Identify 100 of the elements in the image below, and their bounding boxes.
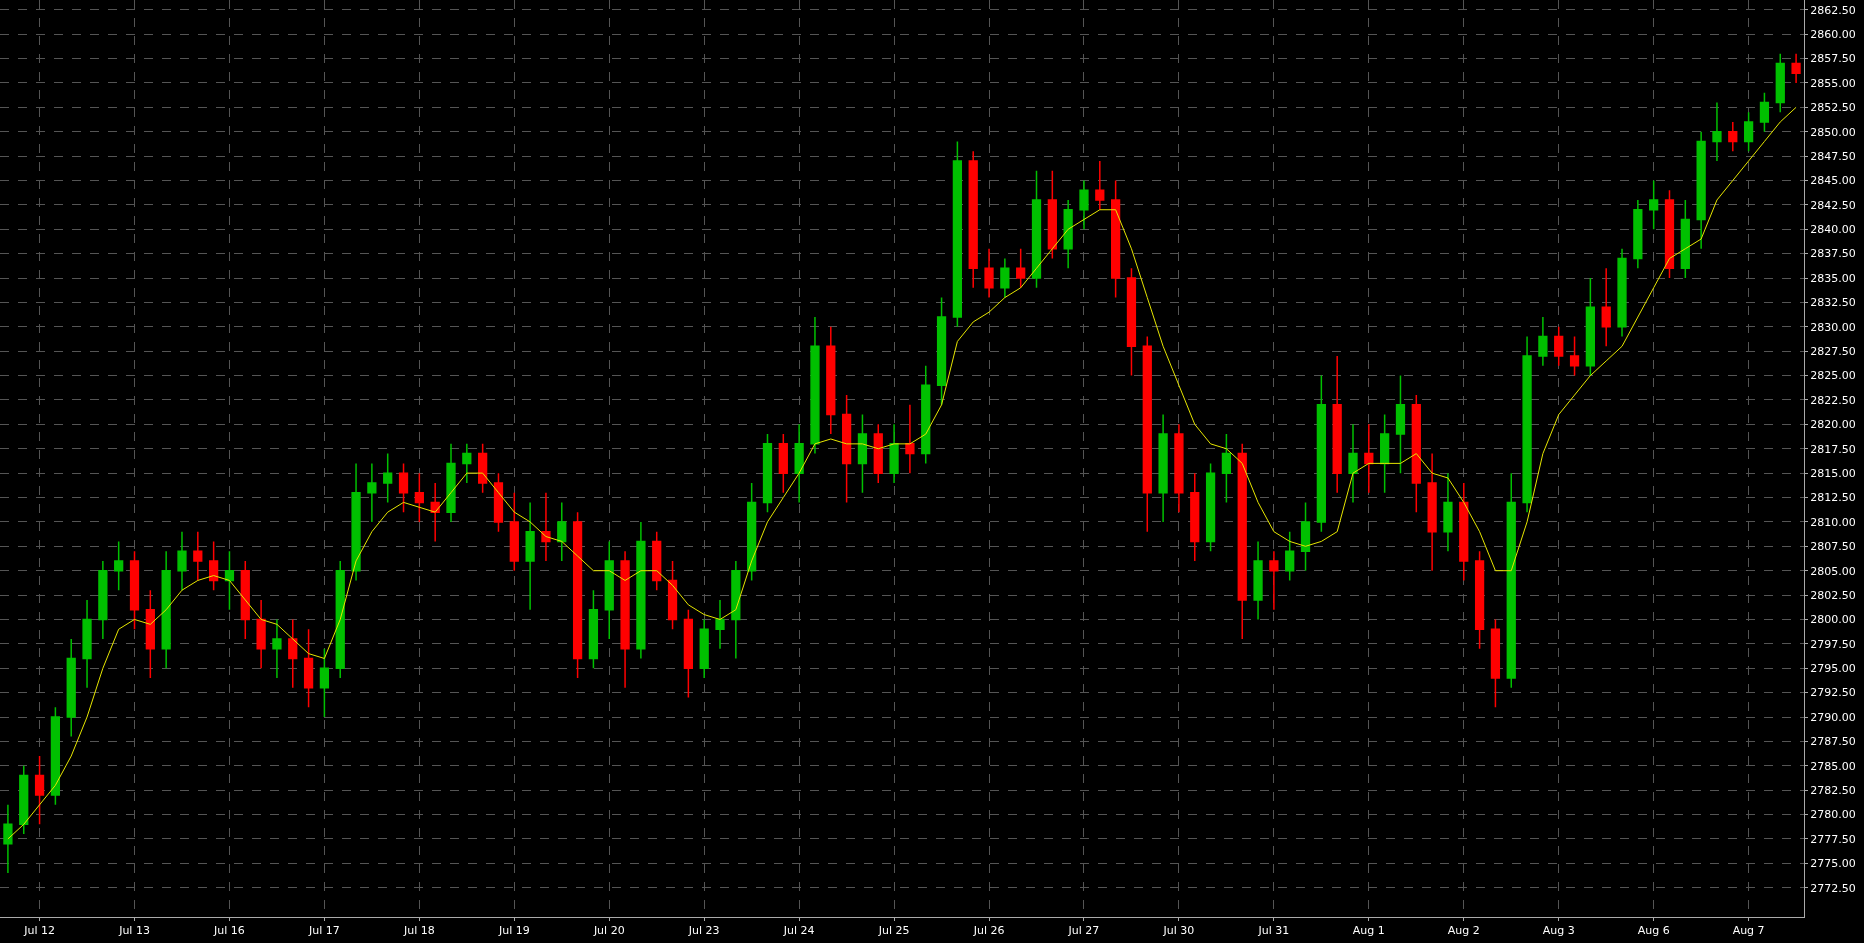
y-tick-label: 2787.50 (1810, 735, 1856, 749)
candlestick (873, 423, 883, 484)
candlestick (351, 462, 361, 582)
candlestick (1664, 189, 1675, 279)
y-tick-label: 2782.50 (1810, 784, 1856, 798)
candlestick (272, 618, 282, 679)
candlestick (1205, 462, 1216, 552)
candlestick (1332, 355, 1342, 494)
candlestick (1269, 550, 1279, 611)
candlestick (810, 316, 820, 455)
x-tick-label: Jul 19 (497, 924, 530, 938)
candlestick (857, 413, 868, 494)
candlestick (747, 482, 757, 582)
candlestick (683, 608, 693, 699)
x-tick-label: Jul 20 (592, 924, 625, 938)
y-tick-label: 2772.50 (1810, 881, 1856, 895)
candlestick (240, 560, 250, 640)
y-tick-label: 2797.50 (1810, 637, 1856, 651)
candlestick (1601, 267, 1611, 348)
y-tick-label: 2842.50 (1810, 198, 1856, 212)
candlestick (1569, 335, 1580, 377)
candlestick (1696, 130, 1706, 250)
y-tick-label: 2802.50 (1810, 588, 1856, 602)
x-tick-label: Jul 25 (877, 924, 910, 938)
candlestick (1000, 257, 1010, 299)
candlestick (667, 560, 678, 630)
candlestick (1316, 374, 1326, 533)
y-tick-label: 2845.00 (1810, 174, 1856, 188)
y-tick-label: 2777.50 (1810, 832, 1856, 846)
x-tick-label: Aug 2 (1447, 924, 1480, 938)
y-tick-label: 2850.00 (1810, 125, 1856, 139)
candlestick (224, 550, 235, 611)
y-tick-label: 2837.50 (1810, 247, 1856, 261)
candlestick (1063, 199, 1073, 270)
candlestick (129, 550, 140, 630)
x-tick-label: Jul 18 (402, 924, 435, 938)
candlestick (98, 560, 108, 640)
candlestick (952, 140, 963, 328)
y-tick-label: 2800.00 (1810, 613, 1856, 627)
x-tick-label: Jul 13 (118, 924, 150, 938)
candlestick (1633, 199, 1643, 270)
candlestick (1712, 101, 1722, 162)
candlestick (841, 394, 852, 504)
x-tick-label: Jul 31 (1257, 924, 1290, 938)
candlestick (1380, 413, 1390, 494)
candlestick (1221, 433, 1232, 504)
candlestick (66, 638, 76, 738)
candlestick (478, 443, 488, 494)
candlestick (177, 530, 187, 591)
candlestick (652, 530, 662, 591)
candlestick (762, 433, 773, 513)
candlestick (1759, 91, 1770, 133)
candlestick (398, 462, 409, 513)
candlestick (1253, 540, 1263, 621)
candlestick (1190, 472, 1200, 562)
candlestick (1047, 169, 1057, 260)
candlestick (984, 248, 994, 299)
candlestick (446, 443, 456, 523)
candlestick (1775, 52, 1785, 113)
candlestick (1348, 423, 1358, 504)
candlestick (1174, 423, 1184, 513)
candlestick (367, 462, 377, 523)
candlestick (1443, 472, 1453, 552)
candlestick (335, 560, 345, 679)
candlestick (383, 452, 393, 504)
x-tick-label: Jul 27 (1067, 924, 1100, 938)
candlestick (193, 530, 203, 582)
y-tick-label: 2795.00 (1810, 662, 1856, 676)
x-tick-label: Jul 24 (782, 924, 815, 938)
candlestick (1411, 394, 1421, 513)
y-tick-label: 2805.00 (1810, 564, 1856, 578)
candlestick (1680, 199, 1690, 279)
candlestick (114, 540, 124, 591)
candlestick (1554, 326, 1564, 367)
x-tick-label: Aug 1 (1352, 924, 1385, 938)
candlestick (1364, 423, 1374, 494)
y-tick-label: 2835.00 (1810, 271, 1856, 285)
candlestick (3, 804, 13, 874)
x-tick-label: Jul 30 (1162, 924, 1195, 938)
candlestick (794, 423, 804, 504)
candlestick (826, 326, 836, 435)
y-tick-label: 2847.50 (1810, 149, 1856, 163)
candlestick (34, 755, 45, 826)
candlestick (588, 589, 599, 669)
candlestick (19, 765, 29, 835)
candlestick (414, 472, 424, 523)
candlestick (1585, 277, 1595, 377)
candlestick (699, 618, 709, 679)
x-tick-label: Jul 23 (687, 924, 720, 938)
candlestick (557, 501, 567, 562)
candlestick (541, 491, 551, 562)
y-tick-label: 2830.00 (1810, 320, 1856, 334)
x-tick-label: Jul 16 (213, 924, 245, 938)
candlestick (1490, 618, 1501, 709)
candlestick (303, 628, 314, 709)
candlestick (82, 599, 92, 689)
y-tick-label: 2822.50 (1810, 393, 1856, 407)
x-tick-label: Aug 6 (1637, 924, 1670, 938)
y-tick-label: 2852.50 (1810, 101, 1856, 115)
y-tick-label: 2810.00 (1810, 515, 1856, 529)
